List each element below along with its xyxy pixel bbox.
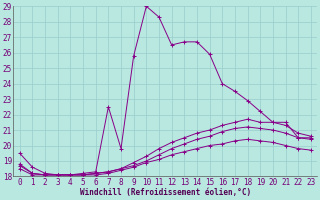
X-axis label: Windchill (Refroidissement éolien,°C): Windchill (Refroidissement éolien,°C) xyxy=(80,188,251,197)
